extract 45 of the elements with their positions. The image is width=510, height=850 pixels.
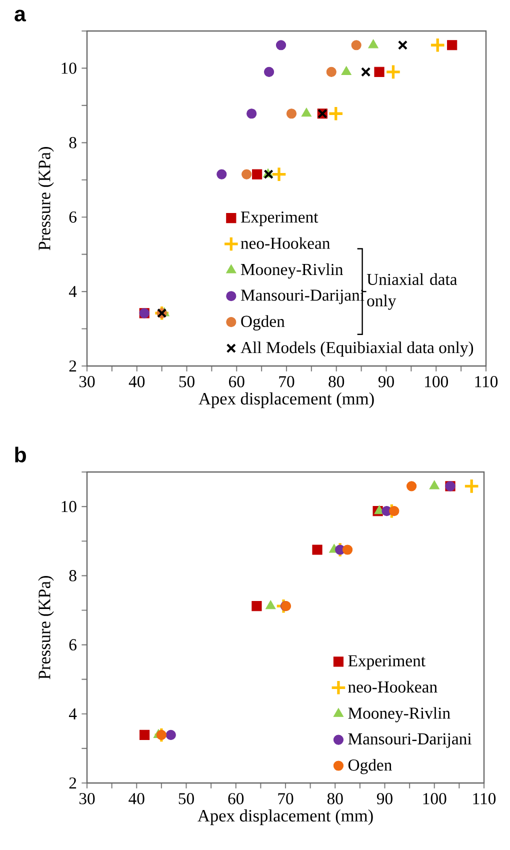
legend-label: neo-Hookean	[240, 237, 330, 249]
x-tick-label: 30	[79, 793, 95, 804]
legend-label: Ogden	[348, 758, 392, 774]
x-tick-label: 110	[475, 376, 498, 388]
x-tick-label: 90	[378, 376, 394, 388]
chart-title: a	[14, 10, 26, 22]
legend-label: All Models (Equibiaxial data only)	[240, 341, 474, 357]
y-tick-label: 8	[69, 570, 76, 582]
y-tick-label: 4	[68, 708, 77, 720]
legend-label: neo-Hookean	[348, 680, 438, 693]
x-tick-label: 30	[79, 376, 95, 388]
x-axis-title: Apex displacement (mm)	[198, 809, 373, 826]
legend-label: Experiment	[240, 212, 318, 226]
y-tick-label: 10	[62, 500, 76, 512]
y-axis-title: Pressure (KPa)	[38, 576, 54, 680]
x-tick-label: 50	[178, 793, 194, 804]
y-tick-label: 6	[69, 212, 76, 223]
x-tick-label: 60	[228, 793, 244, 804]
x-tick-label: 100	[423, 793, 446, 804]
x-tick-label: 110	[473, 793, 496, 804]
x-axis-title: Apex displacement (mm)	[198, 392, 374, 408]
x-tick-label: 80	[327, 793, 343, 804]
chart-title: b	[15, 446, 26, 462]
x-tick-label: 40	[128, 376, 145, 388]
x-tick-label: 70	[278, 793, 294, 804]
legend-label: Ogden	[241, 315, 285, 330]
x-tick-label: 100	[425, 376, 448, 388]
y-tick-label: 8	[69, 137, 76, 148]
legend-label: Mooney-Rivlin	[240, 263, 344, 279]
y-tick-label: 10	[62, 62, 76, 74]
x-tick-label: 40	[128, 793, 144, 804]
legend-label: Mooney-Rivlin	[348, 707, 450, 722]
x-tick-label: 90	[376, 793, 392, 804]
legend-label: Experiment	[348, 655, 426, 670]
y-tick-label: 4	[68, 286, 77, 298]
annotation: Uniaxial data only	[366, 273, 458, 310]
y-tick-label: 6	[69, 639, 76, 650]
x-tick-label: 80	[328, 376, 344, 388]
legend-label: Mansouri-Darijani	[348, 733, 472, 748]
y-axis-title: Pressure (KPa)	[38, 147, 54, 250]
x-tick-label: 60	[229, 376, 244, 388]
y-tick-label: 2	[69, 360, 76, 372]
y-tick-label: 2	[69, 777, 76, 789]
x-tick-label: 70	[279, 376, 294, 388]
x-tick-label: 50	[179, 376, 194, 388]
